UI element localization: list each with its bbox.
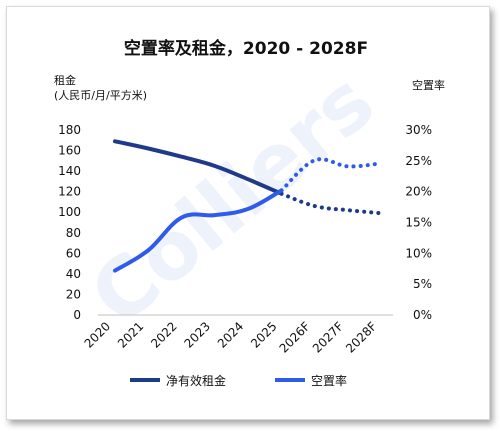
x-tick-label: 2026F bbox=[277, 319, 313, 355]
y-left-tick-label: 20 bbox=[66, 287, 81, 301]
vacancy-series-line bbox=[113, 188, 284, 273]
x-tick-label: 2027F bbox=[310, 319, 346, 355]
y-right-label: 空置率 bbox=[412, 78, 445, 92]
y-right-tick-label: 5% bbox=[413, 277, 432, 291]
y-left-tick-label: 80 bbox=[66, 226, 81, 240]
y-right-tick-label: 20% bbox=[405, 185, 432, 199]
x-tick-label: 2028F bbox=[343, 319, 379, 355]
y-left-label-line2: (人民币/月/平方米) bbox=[54, 88, 147, 102]
legend-label-rent: 净有效租金 bbox=[166, 373, 226, 388]
y-left-tick-label: 100 bbox=[58, 205, 81, 219]
y-left-tick-label: 160 bbox=[58, 144, 81, 158]
x-tick-label: 2020 bbox=[82, 319, 113, 350]
y-left-tick-label: 60 bbox=[66, 246, 81, 260]
y-left-ticks: 180 160 140 120 100 80 60 40 20 0 bbox=[58, 123, 81, 322]
y-left-tick-label: 180 bbox=[58, 123, 81, 137]
y-right-tick-label: 30% bbox=[405, 123, 432, 137]
y-right-tick-label: 10% bbox=[405, 246, 432, 260]
rent-series-line bbox=[113, 139, 284, 196]
x-tick-label: 2025 bbox=[248, 319, 279, 350]
chart-frame bbox=[6, 6, 490, 420]
legend-label-vacancy: 空置率 bbox=[311, 373, 347, 388]
series-layer bbox=[113, 139, 384, 273]
y-right-tick-label: 25% bbox=[405, 154, 432, 168]
y-left-tick-label: 120 bbox=[58, 185, 81, 199]
y-left-tick-label: 40 bbox=[66, 267, 81, 281]
rent-forecast-line bbox=[279, 191, 384, 216]
x-tick-label: 2024 bbox=[215, 319, 246, 350]
y-right-tick-label: 0% bbox=[413, 308, 432, 322]
y-left-tick-label: 140 bbox=[58, 164, 81, 178]
x-tick-label: 2023 bbox=[182, 319, 213, 350]
vacancy-forecast-line bbox=[279, 157, 384, 193]
y-left-tick-label: 0 bbox=[73, 308, 81, 322]
chart-title: 空置率及租金，2020 - 2028F bbox=[124, 38, 368, 59]
y-left-label-line1: 租金 bbox=[54, 73, 76, 87]
y-right-tick-label: 15% bbox=[405, 216, 432, 230]
y-right-ticks: 30% 25% 20% 15% 10% 5% 0% bbox=[405, 123, 432, 322]
